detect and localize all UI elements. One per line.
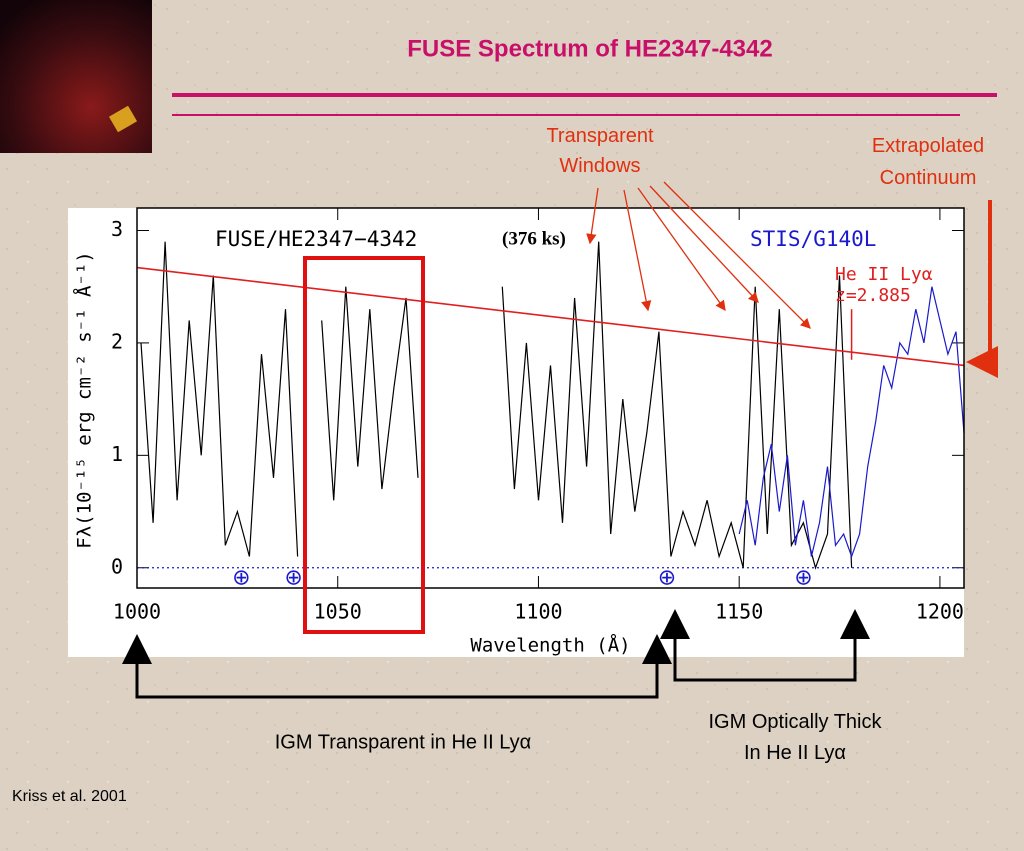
series-line — [738, 286, 965, 559]
highlight-box — [303, 256, 425, 634]
line-label: He II Lyα — [835, 264, 933, 285]
x-tick-label: 1100 — [514, 600, 562, 624]
series-label: STIS/G140L — [750, 227, 876, 251]
airglow-marker: ⊕ — [232, 565, 250, 590]
series-line — [140, 241, 853, 570]
x-axis-label: Wavelength (Å) — [470, 634, 630, 657]
series-label: FUSE/HE2347−4342 — [215, 227, 417, 251]
annotation: Transparent Windows — [546, 125, 654, 177]
y-tick-label: 3 — [111, 217, 123, 241]
plot-panel — [68, 208, 964, 657]
arrow — [663, 181, 811, 329]
bracket — [135, 645, 659, 699]
airglow-marker: ⊕ — [794, 565, 812, 590]
arrow — [649, 185, 759, 303]
x-tick-label: 1200 — [916, 600, 964, 624]
satellite-icon — [108, 105, 138, 133]
line-label: z=2.885 — [835, 285, 911, 306]
arrow — [586, 187, 599, 245]
exposure-label: (376 ks) — [502, 228, 566, 249]
y-tick-label: 0 — [111, 554, 123, 578]
y-tick-label: 2 — [111, 329, 123, 353]
y-tick-label: 1 — [111, 442, 123, 466]
annotation: Extrapolated Continuum — [872, 135, 984, 189]
x-tick-label: 1150 — [715, 600, 763, 624]
plot-frame — [136, 207, 965, 589]
airglow-marker: ⊕ — [658, 565, 676, 590]
bracket — [673, 625, 857, 682]
airglow-marker: ⊕ — [284, 565, 302, 590]
x-tick-label: 1000 — [113, 600, 161, 624]
arrow — [623, 189, 652, 312]
plot: 1000 1050 1100 1150 1200 0 1 2 3 FUSE/HE2347−4342… — [73, 207, 965, 657]
slide-title: FUSE Spectrum of HE2347-4342 — [407, 35, 772, 62]
citation: Kriss et al. 2001 — [12, 788, 127, 805]
galaxy-image — [0, 0, 152, 153]
y-axis-label: Fλ(10⁻¹⁵ erg cm⁻² s⁻¹ Å⁻¹) — [73, 251, 96, 548]
annotation: IGM Optically Thick In He II Lyα — [709, 711, 883, 764]
series-line — [136, 266, 965, 367]
continuum-arrow — [966, 200, 998, 378]
annotation-arrows — [586, 181, 811, 329]
annotation: IGM Transparent in He II Lyα — [275, 731, 531, 753]
arrow — [637, 187, 726, 312]
x-tick-label: 1050 — [314, 600, 362, 624]
